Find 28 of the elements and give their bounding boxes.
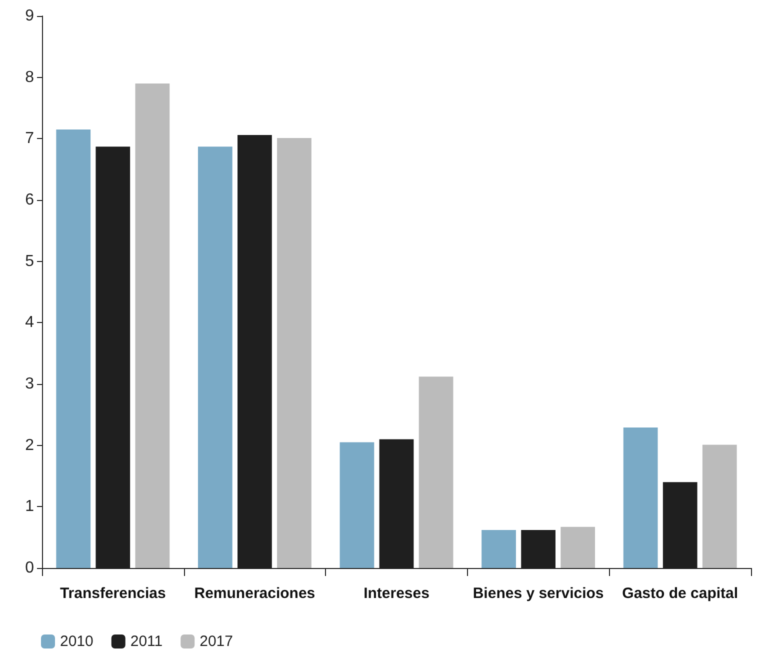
bar xyxy=(418,376,454,568)
x-tick-label: Intereses xyxy=(364,585,430,602)
x-tick-label: Transferencias xyxy=(60,585,166,602)
y-tick-label: 9 xyxy=(25,8,34,24)
legend-label: 2010 xyxy=(60,633,94,650)
y-tick-label: 0 xyxy=(25,560,34,576)
legend-label: 2011 xyxy=(130,633,163,650)
x-tick-label: Bienes y servicios xyxy=(472,585,604,602)
y-tick-label: 3 xyxy=(25,376,34,392)
y-tick-label: 2 xyxy=(25,436,34,454)
bar xyxy=(340,442,374,568)
bar xyxy=(702,444,737,568)
bar xyxy=(560,526,596,568)
bar xyxy=(623,428,658,568)
legend-label: 2017 xyxy=(200,633,233,650)
y-tick-label: 8 xyxy=(25,68,34,86)
bar xyxy=(198,146,232,568)
x-tick-label: Gasto de capital xyxy=(622,585,738,602)
y-tick-label: 1 xyxy=(25,498,34,516)
y-tick-label: 7 xyxy=(25,130,34,148)
bar xyxy=(135,83,170,568)
y-tick-label: 6 xyxy=(25,192,34,208)
y-tick-label: 4 xyxy=(25,314,34,332)
y-tick-label: 5 xyxy=(25,252,34,270)
x-tick-label: Remuneraciones xyxy=(194,585,316,602)
bar xyxy=(277,138,312,568)
bar xyxy=(482,530,516,568)
bar xyxy=(56,129,91,568)
